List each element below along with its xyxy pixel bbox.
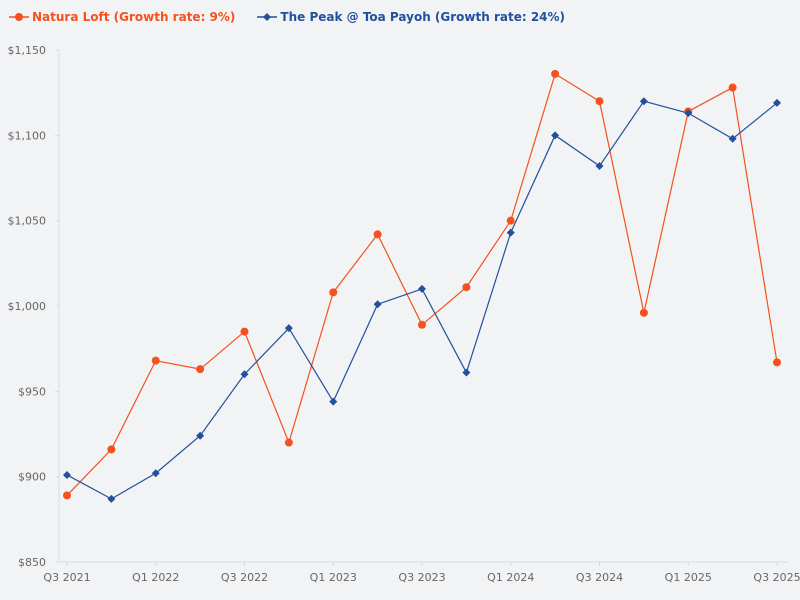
legend-label-the-peak: The Peak @ Toa Payoh (Growth rate: 24%) — [280, 10, 566, 24]
data-point-the-peak-toa-payoh — [240, 370, 249, 379]
data-point-natura-loft — [329, 288, 338, 297]
data-point-natura-loft — [284, 438, 293, 447]
y-tick-label: $1,100 — [8, 129, 47, 142]
x-tick-label: Q1 2022 — [132, 571, 179, 584]
data-point-natura-loft — [107, 445, 116, 454]
series-line-natura-loft — [66, 72, 778, 496]
legend-dot-natura-loft — [15, 13, 23, 21]
data-point-natura-loft — [595, 97, 604, 106]
x-tick-label: Q3 2022 — [221, 571, 268, 584]
data-point-natura-loft — [506, 216, 515, 225]
data-point-the-peak-toa-payoh — [551, 131, 560, 140]
series-layer — [63, 69, 781, 503]
data-point-the-peak-toa-payoh — [151, 469, 160, 478]
series-line-the-peak-toa-payoh — [66, 100, 778, 500]
data-point-the-peak-toa-payoh — [684, 109, 693, 118]
data-point-natura-loft — [240, 327, 249, 336]
data-point-the-peak-toa-payoh — [373, 300, 382, 309]
y-tick-label: $950 — [18, 385, 46, 398]
data-point-natura-loft — [373, 230, 382, 239]
x-tick-label: Q1 2023 — [310, 571, 357, 584]
x-tick-label: Q3 2024 — [576, 571, 623, 584]
y-tick-label: $1,050 — [8, 215, 47, 228]
data-point-natura-loft — [773, 358, 781, 367]
legend-diamond-the-peak — [263, 13, 272, 21]
legend-item-natura-loft[interactable]: Natura Loft (Growth rate: 9%) — [9, 10, 235, 24]
data-point-natura-loft — [151, 356, 160, 365]
data-point-natura-loft — [63, 491, 71, 500]
data-point-natura-loft — [551, 69, 560, 78]
x-tick-label: Q3 2025 — [753, 571, 800, 584]
data-point-the-peak-toa-payoh — [63, 470, 71, 479]
data-point-the-peak-toa-payoh — [728, 134, 737, 143]
x-tick-label: Q3 2023 — [398, 571, 445, 584]
x-tick-label: Q3 2021 — [43, 571, 90, 584]
data-point-the-peak-toa-payoh — [284, 324, 293, 333]
x-tick-label: Q1 2024 — [487, 571, 534, 584]
data-point-the-peak-toa-payoh — [196, 431, 205, 440]
legend-item-the-peak[interactable]: The Peak @ Toa Payoh (Growth rate: 24%) — [257, 10, 565, 24]
data-point-the-peak-toa-payoh — [595, 162, 604, 171]
data-point-natura-loft — [418, 320, 426, 329]
circle-marker-icon — [9, 13, 29, 21]
data-point-natura-loft — [196, 365, 205, 374]
data-point-natura-loft — [462, 283, 471, 292]
data-point-natura-loft — [639, 308, 648, 317]
y-tick-label: $1,150 — [8, 44, 47, 57]
y-tick-label: $1,000 — [8, 300, 47, 313]
data-point-the-peak-toa-payoh — [773, 98, 781, 107]
data-point-the-peak-toa-payoh — [462, 368, 471, 377]
data-point-the-peak-toa-payoh — [329, 397, 338, 406]
y-tick-label: $900 — [18, 471, 46, 484]
legend: Natura Loft (Growth rate: 9%) The Peak @… — [9, 10, 587, 24]
legend-label-natura-loft: Natura Loft (Growth rate: 9%) — [32, 10, 236, 24]
axes: $850 $900 $950 $1,000 $1,050 $1,100 $1,150 Q3 2… — [8, 44, 800, 584]
data-point-natura-loft — [728, 83, 737, 92]
x-tick-label: Q1 2025 — [665, 571, 712, 584]
data-point-the-peak-toa-payoh — [639, 97, 648, 106]
data-point-the-peak-toa-payoh — [107, 494, 116, 503]
data-point-the-peak-toa-payoh — [506, 228, 515, 237]
diamond-marker-icon — [257, 13, 278, 21]
data-point-the-peak-toa-payoh — [418, 284, 426, 293]
y-tick-label: $850 — [18, 556, 46, 569]
